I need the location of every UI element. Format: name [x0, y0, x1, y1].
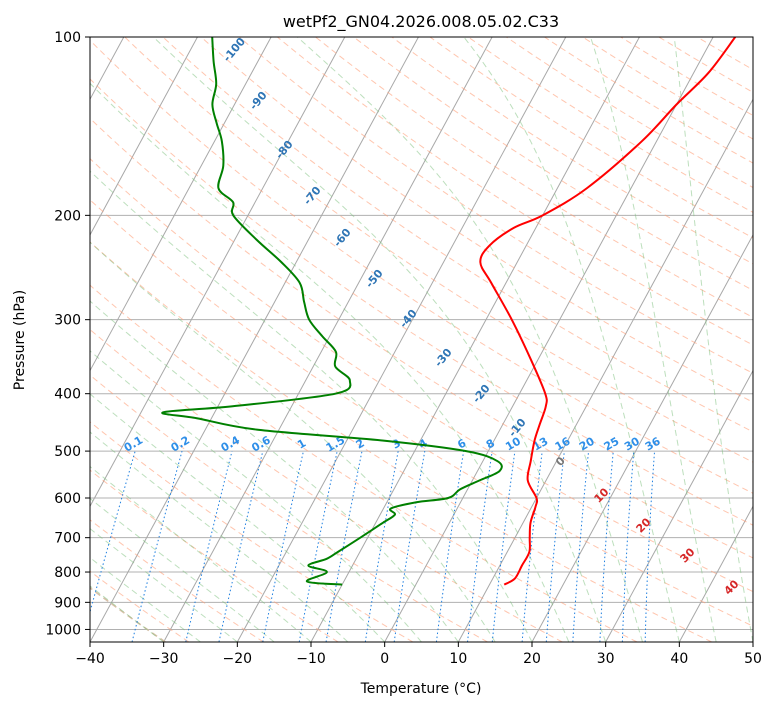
moist-adiabat-line	[90, 465, 312, 642]
dry-adiabat-line	[162, 37, 753, 433]
x-tick-label: −10	[296, 651, 326, 667]
dry-adiabat-line	[90, 421, 414, 642]
isotherm-line	[236, 37, 567, 642]
isotherm-line	[90, 37, 346, 508]
y-tick-label: 1000	[45, 622, 81, 638]
dry-adiabat-line	[391, 37, 753, 265]
dry-adiabat-line	[582, 37, 753, 140]
y-tick-label: 100	[54, 30, 81, 46]
temperature-profile-line	[479, 37, 737, 586]
moist-adiabat-line	[90, 241, 496, 642]
dry-adiabat-line	[90, 158, 753, 593]
mixing-ratio-line	[325, 451, 363, 642]
isotherm-line	[384, 37, 714, 642]
moist-adiabats	[90, 37, 753, 642]
mixing-ratio-line	[298, 450, 338, 642]
moist-adiabat-line	[90, 300, 459, 642]
x-tick-label: 50	[744, 651, 762, 667]
dry-adiabat-line	[544, 37, 753, 164]
isotherm-line	[163, 37, 493, 642]
moist-adiabat-line	[463, 37, 680, 642]
x-tick-label: −40	[75, 651, 105, 667]
moist-adiabat-line	[90, 82, 570, 642]
isotherm-line	[678, 505, 753, 642]
dry-adiabat-line	[429, 37, 753, 239]
moist-adiabat-line	[90, 350, 422, 642]
mixing-ratio-line	[491, 451, 516, 642]
moist-adiabat-line	[590, 37, 717, 642]
moist-adiabat-line	[90, 170, 533, 642]
skewed-isotherm-gridlines	[90, 37, 753, 642]
mixing-ratio-line	[131, 450, 183, 642]
mixing-ratio-line	[218, 450, 264, 642]
dry-adiabat-line	[467, 37, 753, 213]
y-tick-label: 500	[54, 444, 81, 460]
sounding-series	[161, 37, 737, 586]
moist-adiabat-line	[673, 37, 753, 642]
y-tick-label: 200	[54, 208, 81, 224]
isotherm-line	[90, 37, 272, 372]
y-tick-label: 800	[54, 565, 81, 581]
dewpoint-profile-line	[161, 37, 503, 586]
y-tick-label: 300	[54, 313, 81, 329]
dry-adiabat-line	[90, 199, 753, 627]
x-tick-label: 0	[380, 651, 389, 667]
mixing-ratio-line	[435, 451, 465, 642]
mixing-ratio-line	[185, 450, 233, 642]
x-tick-label: 20	[523, 651, 541, 667]
x-tick-label: −20	[223, 651, 253, 667]
isobar-gridlines	[90, 37, 753, 630]
dry-adiabat-line	[353, 37, 753, 291]
isotherm-line	[457, 98, 753, 642]
isotherm-line	[90, 37, 198, 236]
y-axis-label: Pressure (hPa)	[12, 290, 28, 390]
plot-frame	[89, 36, 754, 643]
dry-adiabat-line	[200, 37, 753, 403]
dry-adiabat-line	[506, 37, 753, 189]
dry-adiabat-line	[90, 117, 753, 559]
y-tick-label: 400	[54, 387, 81, 403]
isotherm-line	[605, 369, 753, 642]
mixing-ratio-lines	[90, 450, 656, 642]
chart-title: wetPf2_GN04.2026.008.05.02.C33	[283, 12, 559, 32]
mixing-ratio-line	[467, 451, 493, 642]
x-axis-label: Temperature (°C)	[360, 681, 482, 697]
x-tick-label: −30	[149, 651, 179, 667]
moist-adiabat-line	[90, 393, 386, 642]
dry-adiabat-line	[90, 284, 638, 642]
y-axis-ticks: 100 200 300 400 500 600 700 800 900 1000	[45, 30, 90, 638]
mixing-ratio-line	[262, 450, 304, 642]
mixing-ratio-line	[364, 451, 399, 642]
x-axis-ticks: −40 −30 −20 −10 0 10 20 30 40 50	[75, 642, 762, 667]
isotherm-line	[531, 233, 753, 642]
y-tick-label: 700	[54, 531, 81, 547]
moist-adiabat-line	[153, 37, 607, 642]
x-tick-label: 40	[670, 651, 688, 667]
x-tick-label: 10	[449, 651, 467, 667]
mixing-ratio-line	[393, 451, 426, 642]
y-tick-label: 900	[54, 595, 81, 611]
moist-adiabat-line	[297, 37, 643, 642]
y-tick-label: 600	[54, 491, 81, 507]
dry-adiabat-line	[90, 328, 563, 642]
dry-adiabat-line	[90, 39, 753, 494]
dry-adiabat-line	[90, 78, 753, 526]
x-tick-label: 30	[597, 651, 615, 667]
moist-adiabat-line	[90, 431, 349, 642]
dry-adiabat-line	[124, 37, 753, 463]
